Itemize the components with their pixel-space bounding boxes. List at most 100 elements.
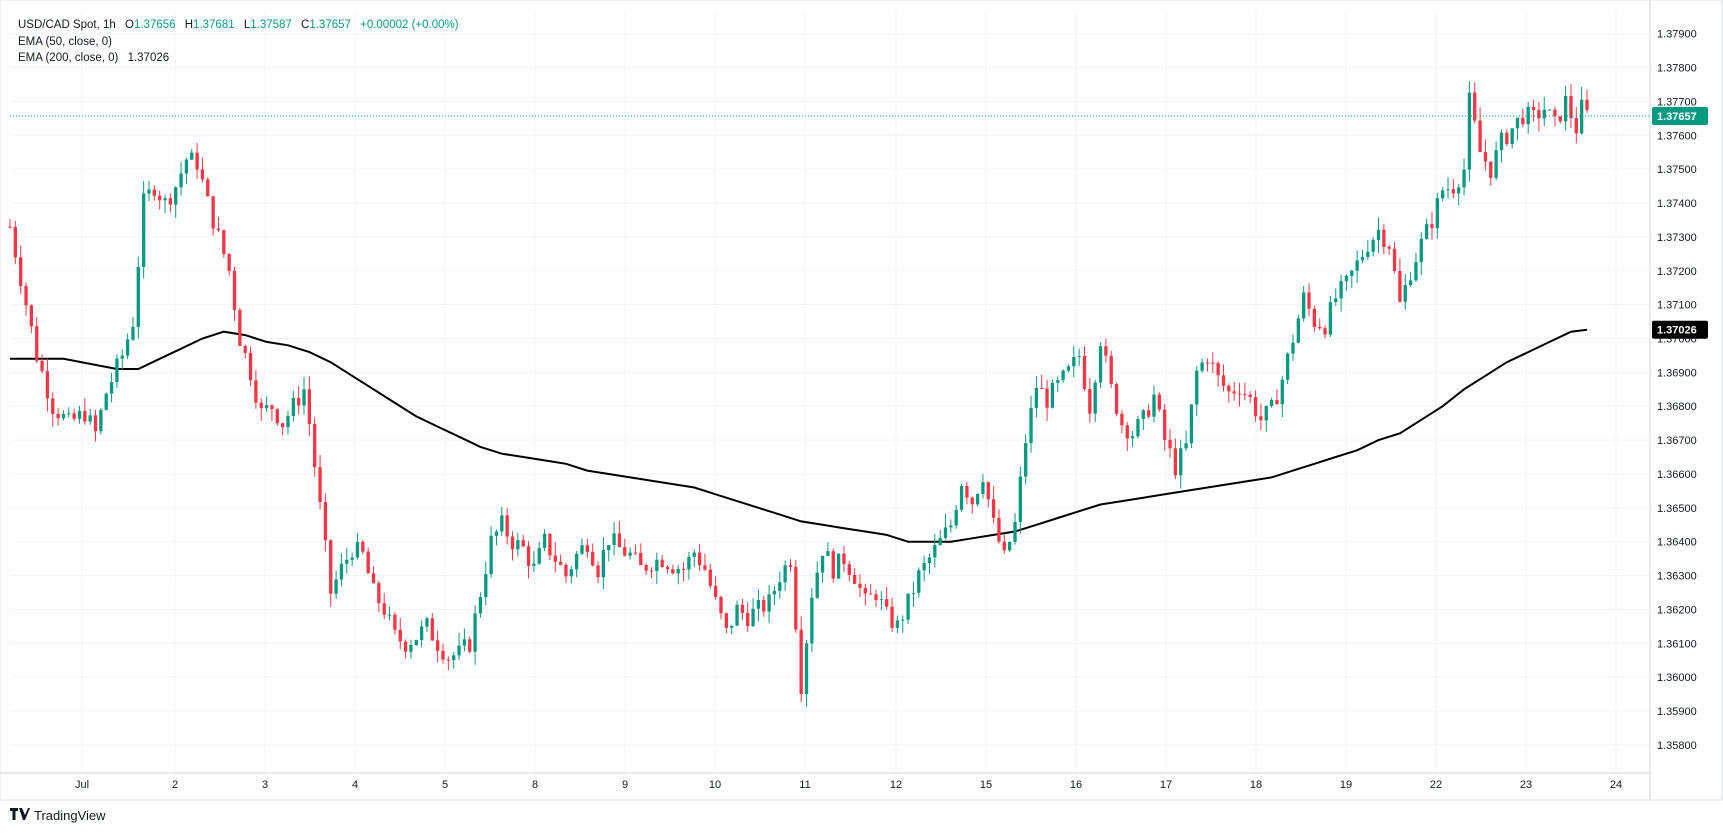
candle [1066, 364, 1071, 373]
tradingview-brand[interactable]: TradingView [10, 808, 106, 823]
candle [409, 639, 413, 659]
candle [591, 543, 595, 567]
candle-body [1360, 256, 1365, 261]
candle-body [264, 405, 269, 409]
candle [45, 358, 50, 412]
candle [1184, 430, 1188, 451]
candle [959, 483, 964, 512]
legend-ema200-row[interactable]: EMA (200, close, 0) 1.37026 [18, 50, 459, 67]
candle [1302, 285, 1306, 322]
candle-body [1574, 118, 1578, 134]
candle-body [1355, 260, 1359, 271]
candle [291, 390, 295, 422]
candle-body [297, 397, 301, 406]
candle [804, 640, 809, 707]
candle-body [633, 552, 638, 554]
candle [1366, 239, 1370, 260]
candle-body [564, 564, 568, 577]
candle-body [200, 169, 205, 180]
candle-body [259, 402, 263, 409]
candle [596, 561, 600, 584]
candle-body [398, 629, 402, 642]
candle-body [1296, 318, 1300, 343]
candle-body [1189, 404, 1194, 444]
candle [77, 406, 82, 424]
candle-body [93, 415, 98, 432]
candle [200, 157, 205, 183]
candle [794, 559, 798, 633]
y-tick-label: 1.36400 [1657, 537, 1697, 549]
candle [382, 593, 386, 620]
candle-body [355, 541, 360, 558]
candle-body [1478, 120, 1482, 153]
candle-body [35, 326, 39, 361]
candle [1002, 534, 1006, 554]
candle [1392, 241, 1397, 274]
candle-body [1510, 128, 1514, 145]
candle [1457, 183, 1461, 206]
candles-layer [8, 81, 1589, 707]
candle [1050, 379, 1055, 409]
legend-ema50-row[interactable]: EMA (50, close, 0) [18, 34, 459, 51]
candle-body [1569, 95, 1573, 119]
candle [419, 620, 424, 648]
candle-body [917, 570, 921, 593]
candle-body [692, 552, 696, 557]
candle [938, 529, 942, 546]
chart-legend: USD/CAD Spot, 1h O1.37656 H1.37681 L1.37… [18, 17, 459, 67]
candle-body [227, 253, 231, 272]
candle [580, 538, 584, 556]
x-tick-label: 12 [890, 779, 902, 791]
candle [275, 408, 279, 426]
candle [1344, 274, 1349, 291]
candle-body [713, 585, 718, 597]
y-tick-label: 1.36200 [1657, 604, 1697, 616]
candle [195, 143, 199, 179]
candle-body [1414, 262, 1418, 281]
candle-body [836, 553, 841, 579]
candle [1146, 404, 1151, 419]
candle [1061, 369, 1065, 383]
candle [762, 595, 766, 617]
candle [1558, 116, 1562, 124]
candle-body [842, 553, 846, 565]
candle-body [1376, 229, 1381, 240]
candle [1307, 283, 1311, 317]
candle [639, 543, 643, 566]
candle-body [617, 533, 622, 548]
candle [799, 616, 803, 703]
candle [93, 409, 98, 442]
x-tick-label: 15 [980, 779, 992, 791]
candle [1045, 379, 1049, 421]
candle-body [163, 198, 167, 201]
candle [558, 554, 563, 566]
candle-body [762, 599, 766, 612]
candle-body [275, 409, 279, 424]
candle [152, 185, 156, 201]
candle [1355, 250, 1359, 284]
candle-body [484, 574, 488, 598]
candle [24, 282, 28, 316]
candle [1136, 416, 1140, 439]
candle [954, 505, 958, 529]
candle-body [1211, 362, 1215, 364]
candle [1104, 338, 1108, 363]
candle [1173, 438, 1178, 480]
candle-body [8, 226, 12, 228]
candle-body [596, 565, 600, 578]
candle-body [40, 360, 44, 372]
candle-body [232, 271, 237, 311]
candle-body [623, 547, 627, 556]
candle [1109, 350, 1113, 388]
symbol-label[interactable]: USD/CAD Spot, 1h [18, 19, 116, 31]
candle [842, 545, 846, 573]
candle [1579, 86, 1584, 135]
candle [713, 576, 718, 600]
y-tick-label: 1.37600 [1657, 130, 1697, 142]
candle [1008, 541, 1012, 553]
candle-body [858, 583, 862, 588]
x-tick-label: 5 [442, 779, 448, 791]
candle-body [1264, 405, 1268, 421]
candle [1499, 129, 1504, 163]
